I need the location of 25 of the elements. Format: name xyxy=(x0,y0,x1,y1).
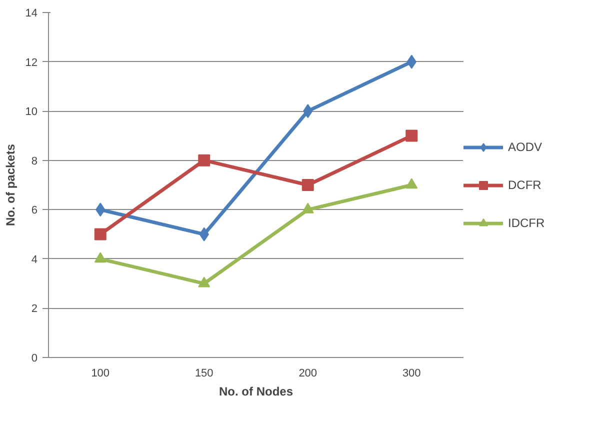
y-tick-label: 8 xyxy=(31,155,38,168)
x-tick-label: 200 xyxy=(298,368,318,380)
point xyxy=(94,252,106,263)
y-tick-label: 12 xyxy=(25,56,38,69)
point xyxy=(406,130,418,142)
y-tick-label: 4 xyxy=(31,254,38,266)
y-axis-title: No. of packets xyxy=(3,144,18,226)
x-tick-label: 100 xyxy=(91,368,110,380)
legend-label: IDCFR xyxy=(508,216,545,230)
point xyxy=(94,228,106,240)
y-tick-label: 10 xyxy=(25,106,38,118)
point xyxy=(302,179,314,191)
y-tick-label: 0 xyxy=(31,352,38,364)
y-tick-label: 6 xyxy=(31,204,38,217)
y-tick-label: 14 xyxy=(25,8,38,20)
x-axis-title: No. of Nodes xyxy=(219,384,294,398)
point xyxy=(198,276,210,288)
legend-label: AODV xyxy=(508,140,542,154)
point xyxy=(198,154,210,166)
point xyxy=(302,202,314,214)
y-tick-label: 2 xyxy=(31,303,38,316)
legend-label: DCFR xyxy=(508,178,542,192)
x-tick-label: 300 xyxy=(402,368,421,380)
point xyxy=(406,178,418,189)
x-tick-label: 150 xyxy=(194,368,214,380)
